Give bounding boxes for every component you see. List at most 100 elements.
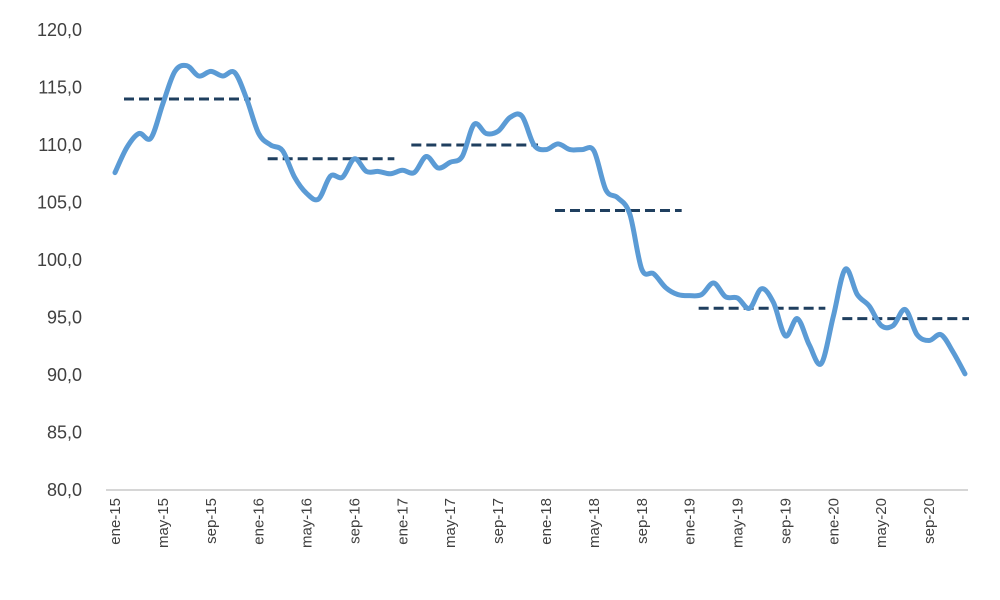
x-tick-label: ene-18: [538, 498, 555, 545]
data-point: [579, 147, 584, 152]
data-point: [543, 147, 548, 152]
data-point: [472, 122, 477, 127]
data-point: [532, 143, 537, 148]
data-point: [855, 292, 860, 297]
x-tick-label: may-18: [586, 498, 603, 548]
data-point: [388, 171, 393, 176]
y-tick-label: 100,0: [37, 250, 82, 270]
data-point: [663, 285, 668, 290]
data-point: [244, 97, 249, 102]
data-point: [292, 175, 297, 180]
data-point: [364, 169, 369, 174]
data-point: [400, 168, 405, 173]
x-tick-label: sep-18: [634, 498, 651, 544]
data-point: [771, 300, 776, 305]
data-point: [939, 332, 944, 337]
x-tick-label: may-19: [730, 498, 747, 548]
data-point: [520, 114, 525, 119]
data-point: [819, 361, 824, 366]
data-point: [795, 316, 800, 321]
data-point: [675, 292, 680, 297]
y-tick-label: 120,0: [37, 20, 82, 40]
x-tick-label: ene-19: [682, 498, 699, 545]
data-point: [627, 212, 632, 217]
x-tick-label: sep-19: [777, 498, 794, 544]
data-point: [891, 323, 896, 328]
data-point: [184, 63, 189, 68]
x-tick-label: may-16: [299, 498, 316, 548]
data-point: [412, 170, 417, 175]
data-point: [963, 371, 968, 376]
data-point: [172, 69, 177, 74]
data-point: [735, 295, 740, 300]
data-point: [555, 141, 560, 146]
x-axis: ene-15 may-15 sep-15 ene-16 may-16 sep-16 ene-…: [106, 489, 968, 548]
y-tick-label: 110,0: [38, 135, 82, 155]
data-point: [160, 101, 165, 106]
data-point: [136, 131, 141, 136]
data-point: [316, 197, 321, 202]
x-tick-label: may-20: [873, 498, 890, 548]
data-point: [723, 294, 728, 299]
data-point: [376, 169, 381, 174]
x-tick-label: ene-20: [825, 498, 842, 545]
data-point: [340, 175, 345, 180]
x-tick-label: sep-17: [490, 498, 507, 544]
data-point: [268, 143, 273, 148]
data-point: [208, 69, 213, 74]
data-point: [220, 74, 225, 79]
data-point: [699, 292, 704, 297]
data-point: [639, 267, 644, 272]
data-point: [867, 304, 872, 309]
data-point: [460, 154, 465, 159]
data-point: [615, 195, 620, 200]
data-point: [711, 281, 716, 286]
x-tick-label: may-17: [442, 498, 459, 548]
x-tick-label: sep-15: [203, 498, 220, 544]
data-point: [304, 191, 309, 196]
data-point: [148, 136, 153, 141]
data-point: [831, 314, 836, 319]
data-point: [807, 343, 812, 348]
data-point: [567, 147, 572, 152]
data-point: [496, 129, 501, 134]
data-point: [280, 148, 285, 153]
data-point: [927, 338, 932, 343]
y-axis: 120,0 115,0 110,0 105,0 100,0 95,0 90,0 85,0 80,…: [37, 20, 82, 500]
data-point: [448, 160, 453, 165]
data-point: [484, 131, 489, 136]
data-point: [603, 187, 608, 192]
data-point: [256, 131, 261, 136]
data-point: [747, 306, 752, 311]
data-point: [196, 74, 201, 79]
data-point: [915, 332, 920, 337]
x-tick-label: sep-20: [921, 498, 938, 544]
y-tick-label: 95,0: [47, 308, 82, 328]
y-tick-label: 85,0: [47, 423, 82, 443]
y-tick-label: 105,0: [37, 193, 82, 213]
data-point: [951, 350, 956, 355]
data-point: [843, 267, 848, 272]
x-tick-label: ene-15: [107, 498, 124, 545]
data-point: [759, 286, 764, 291]
x-tick-label: may-15: [155, 498, 172, 548]
data-point: [424, 154, 429, 159]
data-point: [651, 271, 656, 276]
x-tick-label: sep-16: [346, 498, 363, 544]
data-point: [508, 115, 513, 120]
y-tick-label: 90,0: [47, 365, 82, 385]
series-layer: [112, 62, 968, 377]
x-tick-label: ene-17: [394, 498, 411, 545]
y-tick-label: 115,0: [38, 78, 82, 98]
data-point: [687, 293, 692, 298]
data-point: [352, 156, 357, 161]
data-point: [124, 145, 129, 150]
x-tick-label: ene-16: [251, 498, 268, 545]
y-tick-label: 80,0: [47, 480, 82, 500]
series-line: [112, 62, 968, 377]
data-point: [436, 166, 441, 171]
data-point: [903, 307, 908, 312]
data-point: [232, 70, 237, 75]
